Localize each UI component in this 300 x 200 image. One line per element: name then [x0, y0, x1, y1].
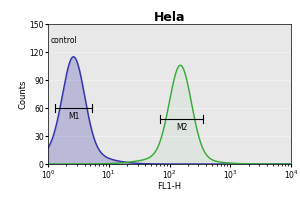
Text: control: control	[51, 36, 78, 45]
Y-axis label: Counts: Counts	[19, 79, 28, 109]
Text: M1: M1	[68, 112, 79, 121]
Title: Hela: Hela	[154, 11, 185, 24]
X-axis label: FL1-H: FL1-H	[158, 182, 182, 191]
Text: M2: M2	[176, 123, 187, 132]
